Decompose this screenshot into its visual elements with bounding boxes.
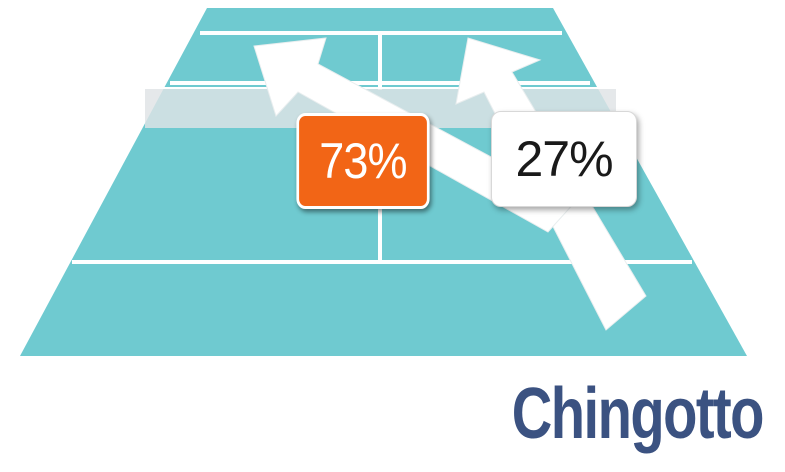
percentage-badge-left: 73% (296, 113, 430, 209)
percentage-left-label: 73% (319, 133, 407, 189)
percentage-right-label: 27% (515, 131, 613, 187)
percentage-badge-right: 27% (491, 111, 637, 207)
player-name: Chingotto (511, 374, 765, 454)
